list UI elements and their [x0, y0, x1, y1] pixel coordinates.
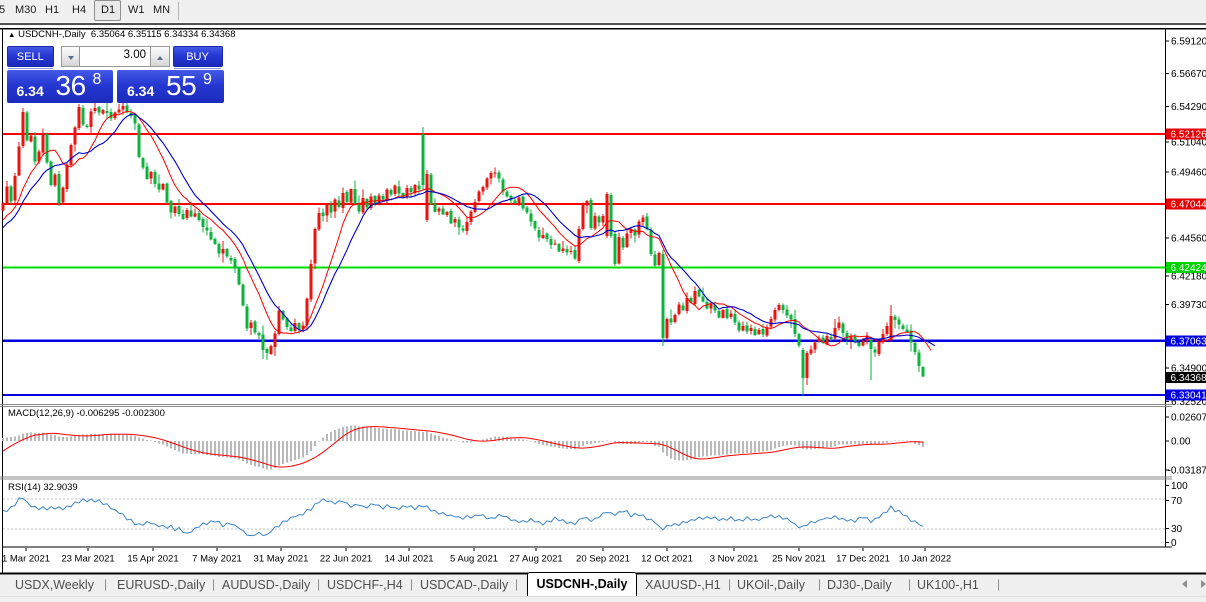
- svg-text:30: 30: [1171, 524, 1183, 535]
- svg-text:22 Jun 2021: 22 Jun 2021: [320, 554, 372, 565]
- svg-text:6.56670: 6.56670: [1171, 69, 1206, 80]
- svg-text:6.34900: 6.34900: [1171, 364, 1206, 375]
- svg-text:12 Oct 2021: 12 Oct 2021: [641, 554, 693, 565]
- svg-text:27 Aug 2021: 27 Aug 2021: [509, 554, 562, 565]
- svg-text:6.42180: 6.42180: [1171, 272, 1206, 283]
- svg-text:6.52126: 6.52126: [1171, 129, 1206, 140]
- svg-text:0: 0: [1171, 538, 1177, 549]
- svg-text:6.39730: 6.39730: [1171, 300, 1206, 311]
- svg-text:23 Mar 2021: 23 Mar 2021: [61, 554, 114, 565]
- svg-text:-0.03187: -0.03187: [1168, 466, 1206, 477]
- svg-text:5 Aug 2021: 5 Aug 2021: [450, 554, 498, 565]
- svg-text:6.51040: 6.51040: [1171, 138, 1206, 149]
- svg-text:10 Jan 2022: 10 Jan 2022: [899, 554, 951, 565]
- svg-text:6.49460: 6.49460: [1171, 168, 1206, 179]
- svg-text:RSI(14) 32.9039: RSI(14) 32.9039: [8, 482, 78, 493]
- svg-text:25 Nov 2021: 25 Nov 2021: [772, 554, 826, 565]
- svg-text:70: 70: [1171, 496, 1183, 507]
- svg-text:6.34368: 6.34368: [1171, 373, 1206, 384]
- svg-text:3 Nov 2021: 3 Nov 2021: [710, 554, 759, 565]
- svg-text:6.44560: 6.44560: [1171, 234, 1206, 245]
- svg-text:31 May 2021: 31 May 2021: [254, 554, 309, 565]
- svg-text:17 Dec 2021: 17 Dec 2021: [836, 554, 890, 565]
- svg-text:6.33041: 6.33041: [1171, 390, 1206, 401]
- svg-text:7 May 2021: 7 May 2021: [192, 554, 242, 565]
- svg-text:100: 100: [1171, 481, 1188, 492]
- svg-text:0.00: 0.00: [1171, 437, 1191, 448]
- svg-text:6.47044: 6.47044: [1171, 200, 1206, 211]
- svg-text:6.42424: 6.42424: [1171, 263, 1206, 274]
- svg-text:6.37063: 6.37063: [1171, 336, 1206, 347]
- svg-text:6.32520: 6.32520: [1171, 397, 1206, 408]
- svg-text:6.54290: 6.54290: [1171, 102, 1206, 113]
- svg-text:1 Mar 2021: 1 Mar 2021: [2, 554, 50, 565]
- svg-text:20 Sep 2021: 20 Sep 2021: [576, 554, 630, 565]
- svg-text:MACD(12,26,9) -0.006295 -0.002: MACD(12,26,9) -0.006295 -0.002300: [8, 408, 165, 419]
- svg-text:6.59120: 6.59120: [1171, 37, 1206, 48]
- svg-text:0.02607: 0.02607: [1171, 413, 1206, 424]
- svg-text:15 Apr 2021: 15 Apr 2021: [127, 554, 178, 565]
- svg-text:14 Jul 2021: 14 Jul 2021: [384, 554, 433, 565]
